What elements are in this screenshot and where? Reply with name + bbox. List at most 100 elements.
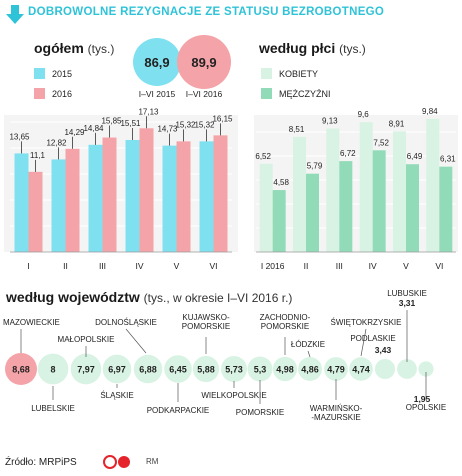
gender-bar-0-IV: [359, 122, 373, 253]
region-name-12: ŚWIĘTOKRZYSKIE: [331, 318, 402, 327]
region-bubble-14: [397, 359, 417, 379]
region-name-10: ŁÓDZKIE: [291, 340, 325, 349]
gender-bar-0-III: [326, 128, 340, 252]
region-name-1: LUBELSKIE: [31, 404, 75, 413]
gender-data-label-1-III: 6,72: [340, 149, 356, 158]
overall-legend-label-2016: 2016: [52, 89, 72, 99]
total-bubble-0: [133, 38, 181, 86]
overall-bar-2016-III: [102, 137, 117, 252]
gender-bar-1-V: [406, 164, 419, 252]
overall-data-label-2016-I: 11,1: [30, 151, 46, 160]
publisher-logo: [103, 455, 130, 469]
page-title: DOBROWOLNE REZYGNACJE ZE STATUSU BEZROBO…: [28, 6, 385, 18]
gender-legend-label-1: MĘŻCZYŹNI: [279, 89, 331, 99]
overall-data-label-2015-IV: 15,51: [120, 119, 141, 128]
overall-data-label-2016-II: 14,29: [64, 128, 85, 137]
region-name-0: MAZOWIECKIE: [3, 318, 60, 327]
region-bubble-10: [298, 357, 322, 381]
region-name-3: ŚLĄSKIE: [100, 391, 133, 400]
overall-title: ogółem: [34, 40, 84, 56]
overall-data-label-2015-II: 12,82: [46, 138, 67, 147]
region-value-13: 3,43: [375, 345, 392, 355]
overall-data-label-2015-I: 13,65: [9, 132, 30, 141]
region-name-4: DOLNOŚLĄSKIE: [95, 318, 157, 327]
overall-bar-2016-II: [65, 148, 80, 252]
gender-bar-0-VI: [426, 118, 440, 252]
region-name-7: WIELKOPOLSKIE: [201, 391, 266, 400]
overall-data-label-2016-III: 15,85: [101, 117, 122, 126]
regions-title: według województw: [6, 289, 140, 305]
region-bubble-0: [5, 353, 37, 385]
region-bubble-2: [70, 353, 102, 385]
region-value-5: 6,45: [169, 365, 187, 375]
region-name-6: KUJAWSKO-POMORSKIE: [182, 313, 230, 331]
region-name-13: PODLASKIE: [350, 334, 395, 343]
region-bubble-15: [418, 361, 434, 377]
region-value-1: 8: [50, 365, 55, 375]
overall-tick-label-III: III: [99, 261, 106, 271]
overall-bar-2016-IV: [139, 128, 154, 252]
overall-bar-2015-VI: [199, 141, 214, 252]
region-leader-line: [307, 350, 311, 358]
gender-data-label-0-V: 8,91: [389, 120, 405, 129]
gender-tick-label-I 2016: I 2016: [261, 261, 285, 271]
region-value-8: 5,3: [254, 365, 267, 375]
overall-data-label-2015-VI: 15,32: [194, 120, 215, 129]
gender-legend-swatch-1: [261, 88, 272, 99]
overall-bar-2015-IV: [125, 139, 140, 252]
overall-tick-label-VI: VI: [209, 261, 217, 271]
overall-data-label-2015-V: 14,73: [157, 125, 178, 134]
overall-data-label-2016-IV: 17,13: [138, 107, 159, 116]
region-name-9: ZACHODNIO-POMORSKIE: [260, 313, 311, 331]
region-value-10: 4,86: [301, 365, 319, 375]
overall-data-label-2016-V: 15,32: [175, 120, 196, 129]
gender-title: według płci: [259, 40, 336, 56]
region-value-2: 7,97: [77, 365, 95, 375]
overall-tick-label-I: I: [27, 261, 29, 271]
gender-data-label-0-VI: 9,84: [422, 107, 438, 116]
gender-bar-0-II: [293, 136, 306, 252]
gender-bar-0-V: [393, 131, 406, 252]
region-value-3: 6,97: [108, 365, 126, 375]
overall-legend-swatch-2015: [34, 68, 45, 79]
gender-legend-label-0: KOBIETY: [279, 69, 318, 79]
gender-tick-label-VI: VI: [435, 261, 443, 271]
overall-tick-label-II: II: [63, 261, 68, 271]
region-value-12: 4,74: [352, 365, 370, 375]
region-bubble-4: [133, 354, 163, 384]
gender-tick-label-III: III: [336, 261, 343, 271]
gender-plot-background: [254, 115, 458, 252]
overall-bar-2016-V: [176, 141, 191, 252]
total-bubble-1: [177, 35, 231, 89]
region-bubble-6: [192, 355, 220, 383]
region-value-7: 5,73: [225, 365, 243, 375]
region-bubble-13: [374, 358, 396, 380]
gender-data-label-1-VI: 6,31: [440, 155, 456, 164]
region-leader-line: [360, 328, 367, 357]
gender-bar-1-VI: [439, 166, 453, 252]
gender-data-label-1-IV: 7,52: [373, 138, 389, 147]
region-name-8: POMORSKIE: [236, 408, 284, 417]
gender-data-label-1-V: 6,49: [407, 152, 423, 161]
gender-data-label-1-I 2016: 4,58: [273, 178, 289, 187]
gender-tick-label-V: V: [403, 261, 409, 271]
overall-plot-background: [4, 115, 238, 252]
region-value-15: 1,95: [414, 394, 431, 404]
author-credit: RM: [146, 457, 159, 466]
overall-bar-2015-I: [14, 153, 29, 252]
overall-data-label-2016-VI: 16,15: [212, 114, 233, 123]
region-name-2: MAŁOPOLSKIE: [58, 335, 115, 344]
gender-tick-label-IV: IV: [369, 261, 377, 271]
source-note: Źródło: MRPiPS: [5, 457, 77, 468]
region-bubble-8: [247, 356, 273, 382]
gender-bar-1-I 2016: [272, 190, 286, 252]
region-bubble-11: [324, 357, 348, 381]
overall-unit: (tys.): [87, 42, 115, 56]
region-bubble-3: [102, 354, 132, 384]
region-value-11: 4,79: [327, 365, 345, 375]
gender-bar-1-III: [339, 161, 353, 252]
region-value-9: 4,98: [276, 365, 294, 375]
region-name-5: PODKARPACKIE: [147, 406, 210, 415]
gender-data-label-0-I 2016: 6,52: [255, 152, 271, 161]
